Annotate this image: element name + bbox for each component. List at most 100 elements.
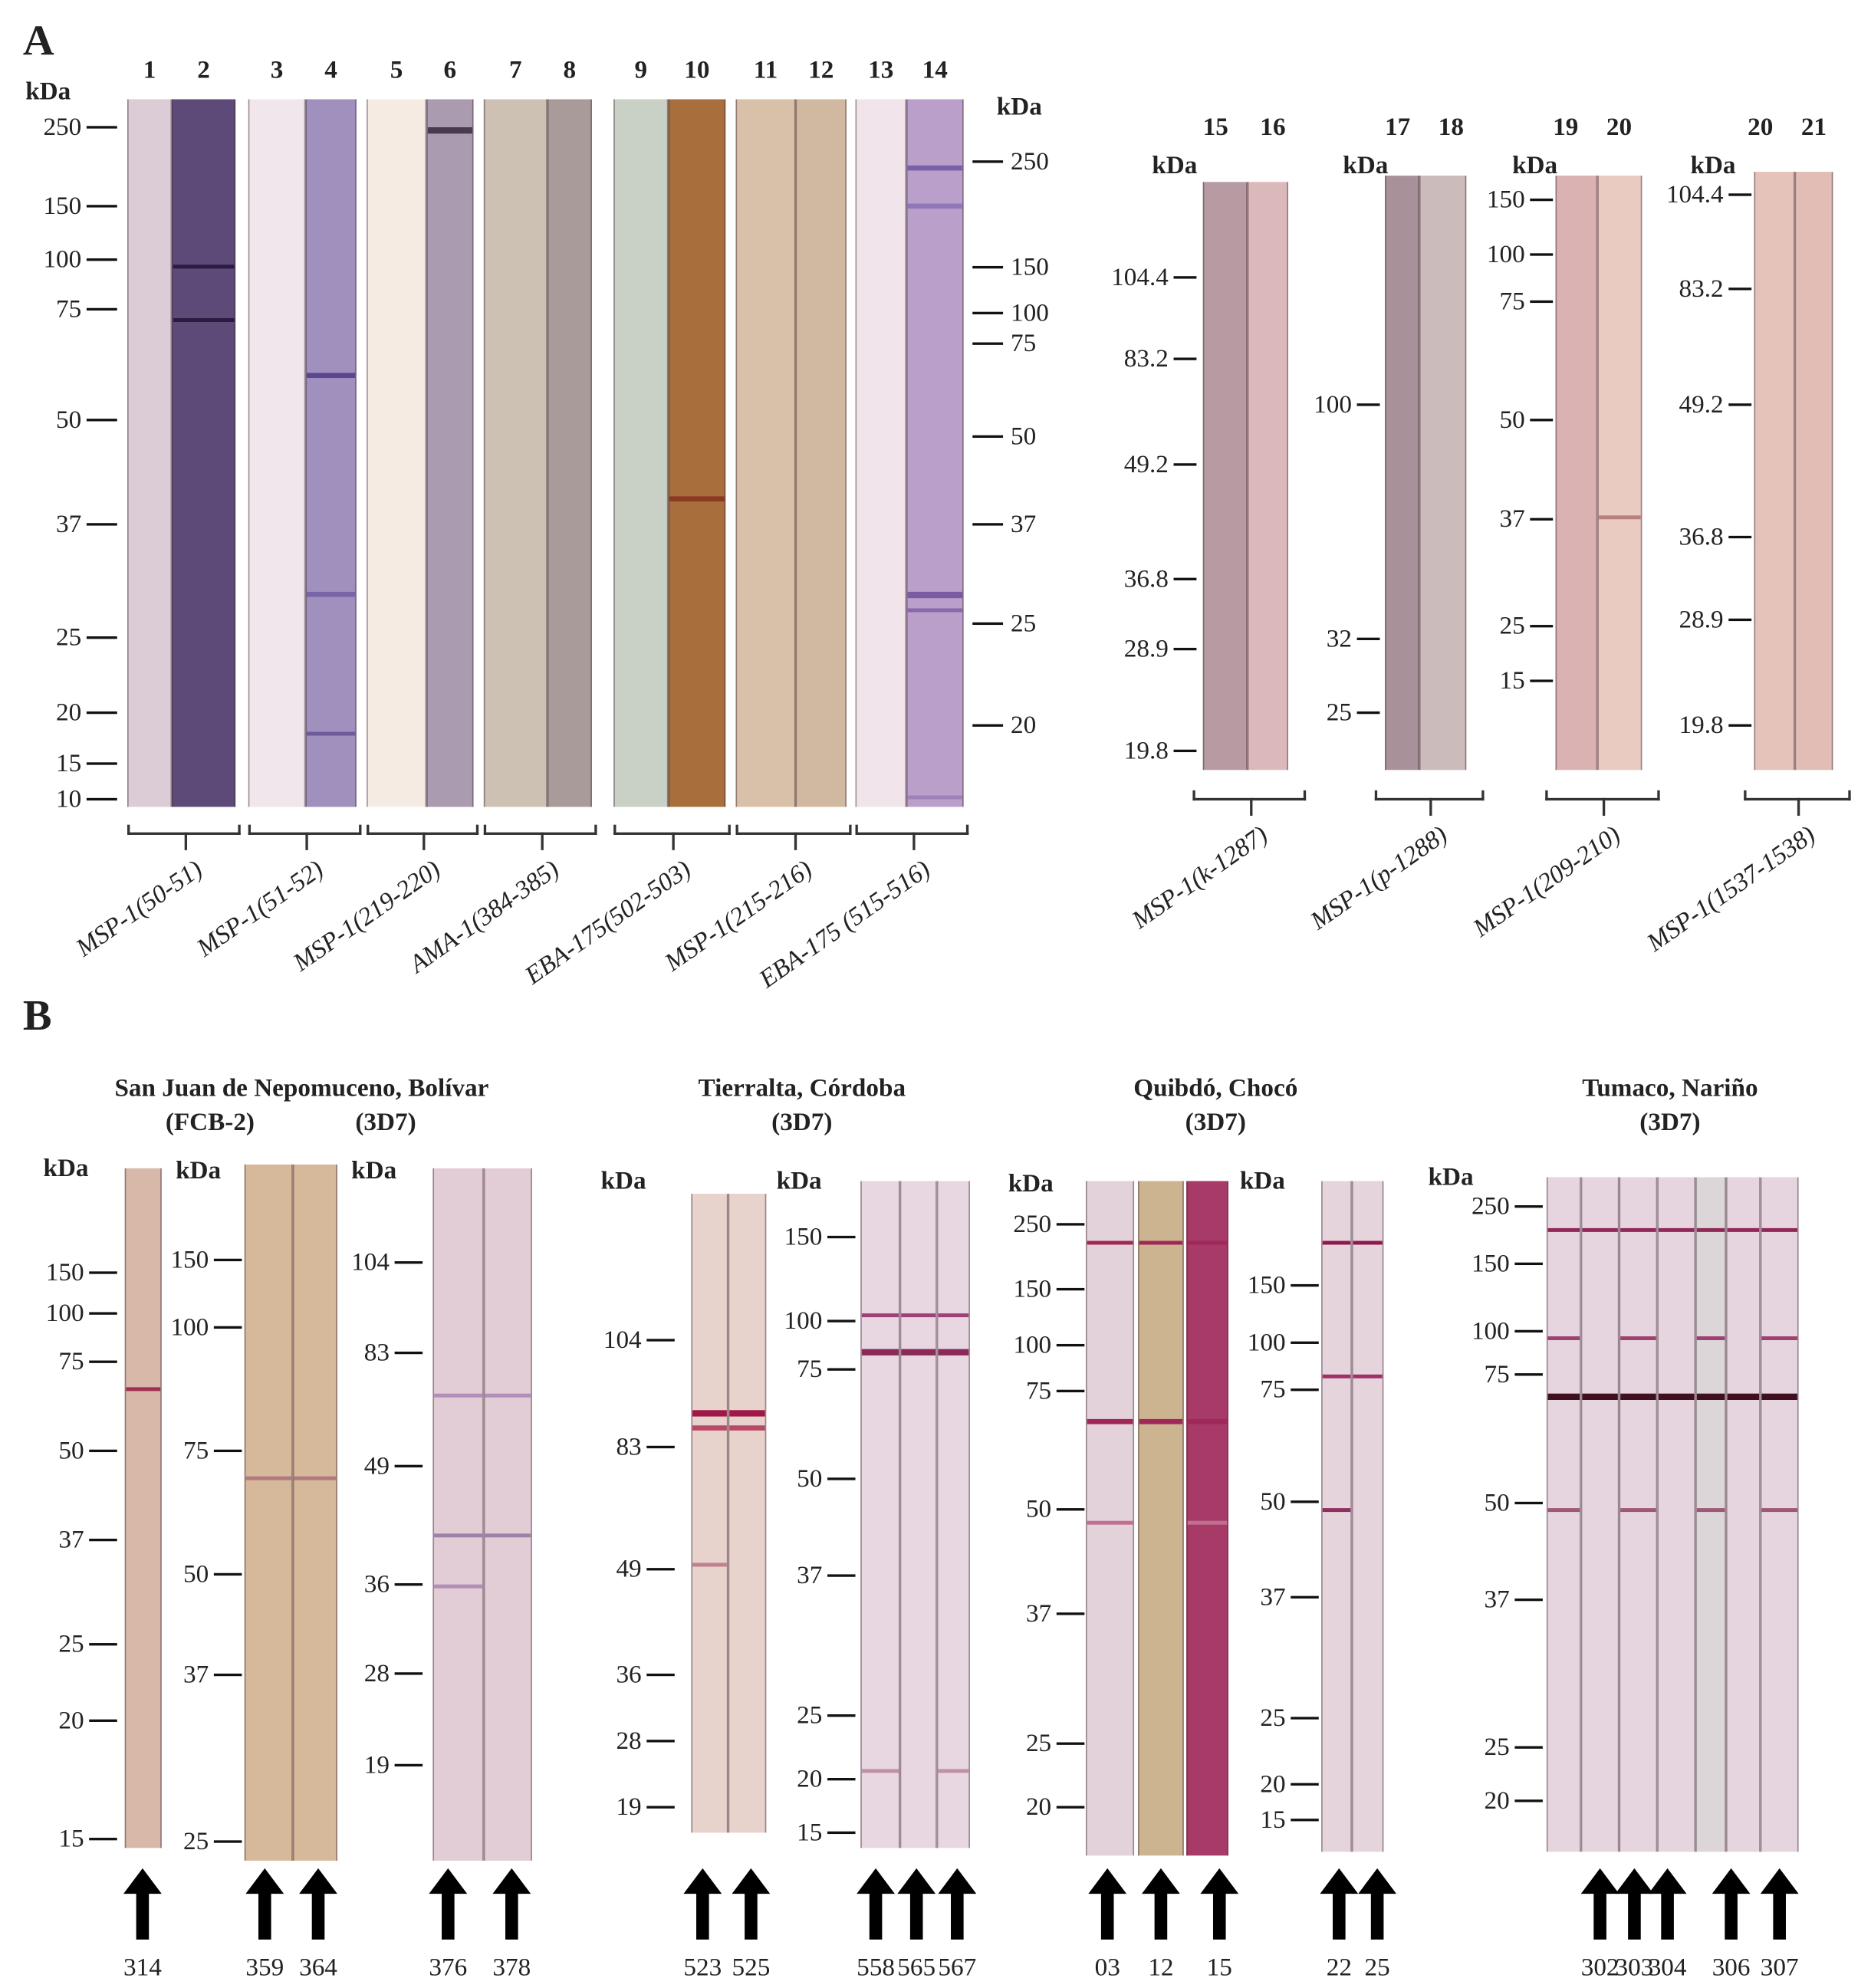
tick-mark [89, 1449, 117, 1453]
blot-lane-strip [1385, 176, 1419, 771]
protein-band [1187, 1240, 1228, 1245]
tick-label: 250 [43, 113, 82, 142]
tick-label: 20 [1025, 1792, 1052, 1822]
lane-group-bracket [1192, 790, 1307, 817]
tick-mark [972, 265, 1004, 269]
protein-band [126, 1387, 161, 1392]
arrow-up-icon [429, 1868, 468, 1940]
lane-group-bracket [127, 824, 241, 850]
tick-mark [1291, 1717, 1319, 1720]
blot-lane-strip [1555, 176, 1598, 771]
tick-mark [213, 1840, 242, 1843]
tick-mark [827, 1714, 856, 1717]
tick-label: 28.9 [1123, 635, 1169, 663]
protein-band [1547, 1393, 1580, 1400]
tick-mark [86, 797, 117, 801]
tick-label: 150 [1013, 1275, 1052, 1303]
tick-mark [89, 1643, 117, 1646]
tick-label: 37 [1011, 510, 1037, 539]
protein-band [861, 1769, 899, 1773]
tick-mark [213, 1326, 242, 1329]
tick-label: 49 [363, 1452, 390, 1480]
tick-label: 100 [1471, 1317, 1510, 1346]
blot-lane-strip [172, 99, 236, 807]
protein-band [907, 203, 962, 209]
blot-lane-strip [1725, 1177, 1761, 1852]
kda-label: kDa [776, 1167, 822, 1195]
strain-label: (FCB-2) [165, 1108, 255, 1137]
strain-label: (3D7) [355, 1108, 416, 1137]
protein-band [907, 795, 962, 800]
tick-label: 25 [1326, 698, 1352, 727]
tick-mark [1530, 518, 1554, 521]
protein-band [1187, 1418, 1228, 1424]
kda-label: kDa [996, 93, 1042, 121]
blot-lane-strip [1760, 1177, 1799, 1852]
tick-mark [86, 523, 117, 526]
lane-group-bracket [1374, 790, 1485, 817]
tick-mark [827, 1319, 856, 1323]
tick-label: 104.4 [1111, 263, 1169, 292]
protein-band [1087, 1520, 1133, 1525]
tick-label: 50 [1025, 1495, 1052, 1524]
blot-lane-strip [1546, 1177, 1581, 1852]
lane-number: 15 [1202, 113, 1228, 142]
arrow-up-icon [938, 1868, 977, 1940]
tick-mark [1514, 1373, 1543, 1376]
kda-label: kDa [176, 1156, 222, 1185]
tick-mark [972, 724, 1004, 727]
blot-lane-strip [1321, 1181, 1352, 1852]
tick-mark [1173, 357, 1197, 360]
site-title: Tumaco, Nariño [1582, 1074, 1758, 1102]
tick-mark [1728, 535, 1752, 539]
tick-mark [1514, 1598, 1543, 1602]
tick-mark [394, 1583, 423, 1586]
tick-mark [1356, 711, 1380, 715]
tick-label: 250 [1011, 147, 1049, 176]
tick-mark [972, 160, 1004, 163]
tick-mark [394, 1351, 423, 1355]
lane-group-bracket [735, 824, 852, 850]
lane-group-bracket [367, 824, 479, 850]
strain-label: (3D7) [1639, 1108, 1701, 1137]
site-title: Quibdó, Chocó [1133, 1074, 1298, 1102]
tick-label: 250 [1013, 1210, 1052, 1239]
tick-mark [86, 636, 117, 639]
tick-mark [1728, 403, 1752, 406]
tick-mark [86, 205, 117, 208]
tick-mark [1728, 724, 1752, 727]
tick-mark [89, 1312, 117, 1315]
tick-mark [1530, 419, 1554, 422]
tick-label: 150 [45, 1258, 84, 1287]
tick-mark [1056, 1508, 1085, 1511]
blot-lane-strip [1695, 1177, 1726, 1852]
tick-mark [1530, 300, 1554, 304]
protein-band [173, 318, 235, 322]
blot-lane-strip [1247, 182, 1288, 771]
protein-band [901, 1313, 936, 1318]
protein-band [1761, 1227, 1797, 1232]
tick-mark [972, 342, 1004, 345]
protein-band [1547, 1227, 1580, 1232]
sample-id: 12 [1148, 1953, 1174, 1982]
tick-mark [972, 435, 1004, 439]
tick-label: 75 [183, 1437, 209, 1465]
tick-label: 150 [1011, 253, 1049, 281]
arrow-up-icon [897, 1868, 936, 1940]
lane-number: 20 [1606, 113, 1633, 142]
protein-band [427, 127, 472, 134]
tick-mark [827, 1778, 856, 1781]
tick-label: 100 [1314, 390, 1352, 419]
arrow-up-icon [683, 1868, 722, 1940]
tick-label: 250 [1471, 1192, 1510, 1221]
lane-group-label: MSP-1(1537-1538) [1642, 820, 1821, 958]
tick-mark [827, 1477, 856, 1480]
tick-mark [1173, 276, 1197, 279]
tick-mark [827, 1831, 856, 1835]
tick-mark [213, 1673, 242, 1677]
tick-mark [827, 1368, 856, 1371]
lane-group-label: MSP-1(209-210) [1468, 820, 1626, 943]
protein-band [1620, 1227, 1656, 1232]
tick-label: 75 [1011, 329, 1037, 358]
